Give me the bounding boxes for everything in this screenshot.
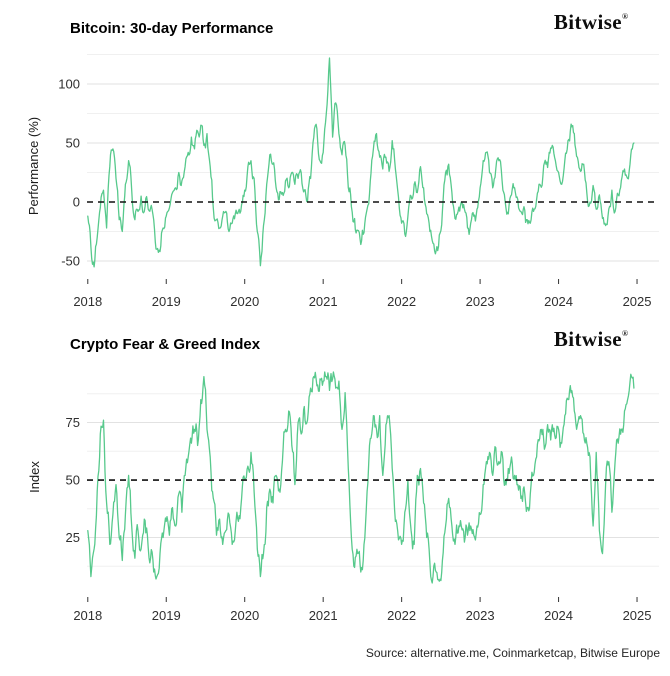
y-tick-label: 75 <box>66 415 80 430</box>
x-tick-label: 2022 <box>387 608 416 623</box>
fear-greed-chart: 2018 2019 2020 2021 2022 2023 2024 2025 75 50 25 <box>66 371 659 623</box>
x-tick-label: 2025 <box>623 608 652 623</box>
performance-chart: 2018 2019 2020 2021 2022 2023 2024 2025 100 50 0 -5… <box>58 53 659 309</box>
x-tick-label: 2022 <box>387 294 416 309</box>
x-tick-label: 2024 <box>544 608 573 623</box>
x-tick-label: 2023 <box>466 294 495 309</box>
performance-chart-title: Bitcoin: 30-day Performance <box>70 20 274 37</box>
x-tick-label: 2021 <box>309 608 338 623</box>
registered-mark-icon: ® <box>622 329 628 338</box>
x-tick-label: 2020 <box>230 608 259 623</box>
fear-greed-chart-title: Crypto Fear & Greed Index <box>70 336 261 353</box>
y-tick-label: -50 <box>61 254 80 269</box>
x-tick-label: 2025 <box>623 294 652 309</box>
bitwise-wordmark: Bitwise <box>553 10 623 34</box>
x-tick-label: 2019 <box>152 294 181 309</box>
y-tick-label: 0 <box>73 195 80 210</box>
x-tick-label: 2021 <box>309 294 338 309</box>
series-line <box>87 57 635 268</box>
x-tick-label: 2024 <box>544 294 573 309</box>
bitwise-wordmark: Bitwise <box>553 327 623 351</box>
y-tick-label: 100 <box>58 76 80 91</box>
y-tick-label: 25 <box>66 530 80 545</box>
x-tick-label: 2018 <box>73 294 102 309</box>
bitwise-logo-top: Bitwise® <box>554 10 628 35</box>
x-tick-label: 2018 <box>73 608 102 623</box>
x-tick-label: 2019 <box>152 608 181 623</box>
x-tick-label: 2023 <box>466 608 495 623</box>
series-line <box>87 371 635 584</box>
y-tick-label: 50 <box>66 136 80 151</box>
y-tick-label: 50 <box>66 473 80 488</box>
x-tick-label: 2020 <box>230 294 259 309</box>
bitwise-logo-bottom: Bitwise® <box>554 327 628 352</box>
source-note: Source: alternative.me, Coinmarketcap, B… <box>365 646 660 660</box>
registered-mark-icon: ® <box>622 12 628 21</box>
